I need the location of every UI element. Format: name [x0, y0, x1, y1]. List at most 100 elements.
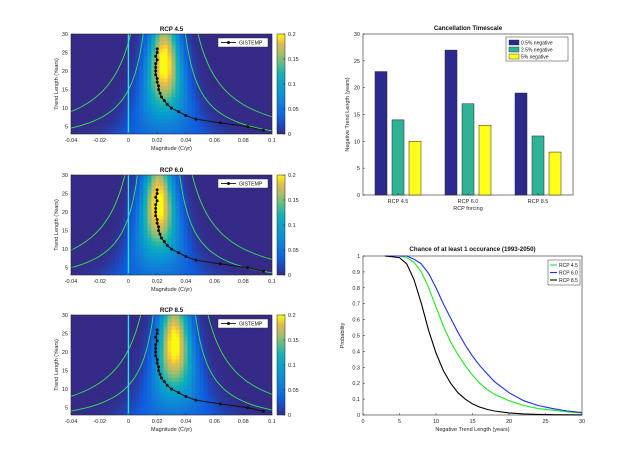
y-tick-label: 5: [65, 266, 68, 272]
gistemp-point: [261, 128, 265, 132]
bar-2-5-negative-rcp-8-5: [531, 135, 545, 196]
y-tick-label: 5: [357, 166, 360, 172]
line-rcp-6-0: [384, 255, 583, 414]
x-tick-label: 0.08: [238, 419, 249, 425]
x-tick-label: 15: [469, 419, 475, 425]
gistemp-point: [162, 240, 166, 244]
y-tick-label: 0.8: [352, 286, 360, 292]
legend-swatch: [508, 39, 520, 46]
legend-label: GISTEMP: [239, 41, 263, 47]
y-tick-label: 0: [357, 413, 360, 419]
y-tick-label: 15: [62, 369, 68, 375]
bar-0-5-negative-rcp-8-5: [514, 92, 528, 196]
heatmap-panel-3: -0.04 -0.02 0 0.02 0.04 0.06 0.08 0.15101520253…: [54, 307, 299, 433]
legend-label: 2.5% negative: [521, 48, 553, 54]
legend-label: RCP 6.0: [559, 271, 578, 277]
colorbar-tick-label: 0.2: [288, 32, 296, 38]
colorbar-tick-label: 0.2: [288, 173, 296, 179]
x-tick-label: 20: [506, 419, 512, 425]
line-rcp-4-5: [384, 255, 583, 414]
gistemp-point: [246, 125, 250, 129]
axes-frame: [362, 255, 583, 416]
y-tick-label: 10: [62, 247, 68, 253]
gistemp-point: [157, 229, 161, 233]
gistemp-point: [154, 195, 158, 199]
y-tick-label: 30: [62, 313, 68, 319]
bar-0-5-negative-rcp-4-5: [374, 71, 388, 196]
gistemp-point: [184, 394, 188, 398]
x-axis-label: RCP forcing: [453, 206, 483, 212]
y-tick-label: 0.1: [352, 397, 360, 403]
axes-frame: [70, 174, 273, 276]
contour-line: [179, 175, 272, 274]
axes-frame: [70, 314, 273, 416]
gistemp-point: [155, 199, 159, 203]
y-tick-label: 0.7: [352, 302, 360, 308]
x-tick-label: 30: [579, 419, 585, 425]
contour-line: [71, 315, 154, 412]
gistemp-point: [154, 69, 158, 73]
y-tick-label: 15: [354, 113, 360, 119]
legend-marker: [227, 41, 230, 44]
y-tick-label: 20: [62, 350, 68, 356]
y-tick-label: 25: [62, 192, 68, 198]
gistemp-point: [170, 247, 173, 251]
y-tick-label: 30: [62, 173, 68, 179]
x-axis-label: Magnitude (C/yr): [151, 287, 192, 293]
line-rcp-8-5: [384, 255, 583, 416]
colorbar-tick-label: 0.1: [288, 82, 296, 88]
gistemp-point: [194, 117, 198, 121]
x-tick-label: 0: [127, 279, 130, 285]
y-tick-label: 1: [357, 254, 360, 260]
gistemp-point: [155, 339, 159, 343]
x-tick-label: -0.02: [93, 279, 106, 285]
y-tick-label: 10: [62, 106, 68, 112]
contour-line: [184, 34, 272, 132]
y-tick-label: 25: [354, 59, 360, 65]
x-tick-label: 0: [127, 138, 130, 144]
bar-2-5-negative-rcp-4-5: [391, 119, 405, 196]
contour-line: [207, 315, 272, 395]
y-tick-label: 0.5: [352, 334, 360, 340]
gistemp-point: [165, 102, 169, 106]
gistemp-point: [157, 369, 161, 373]
x-tick-label: 0.08: [238, 138, 249, 144]
colorbar-tick-label: 0.15: [288, 198, 299, 204]
y-tick-label: 20: [354, 86, 360, 92]
x-tick-label: 0.04: [180, 138, 191, 144]
x-tick-label: 0: [127, 419, 130, 425]
gistemp-point: [165, 383, 169, 387]
gistemp-point: [159, 236, 163, 240]
y-tick-label: 30: [354, 32, 360, 38]
colorbar-tick-label: 0.1: [288, 223, 296, 229]
y-tick-label: 5: [65, 406, 68, 412]
y-tick-label: 5: [65, 125, 68, 131]
legend-label: GISTEMP: [239, 182, 263, 188]
x-tick-label: 0: [361, 419, 364, 425]
bar-5-negative-rcp-8-5: [548, 151, 562, 196]
contour-line: [71, 34, 144, 129]
y-tick-label: 20: [62, 69, 68, 75]
panel-title: Cancellation Timescale: [434, 25, 503, 32]
legend-swatch: [508, 53, 520, 60]
colorbar-tick-label: 0.05: [288, 248, 299, 254]
gistemp-point: [155, 328, 159, 332]
gistemp-point: [184, 113, 188, 117]
gistemp-point: [157, 84, 161, 88]
gistemp-point: [157, 88, 161, 92]
legend-marker: [227, 182, 230, 185]
contour-line: [71, 34, 132, 113]
legend-swatch: [508, 46, 520, 53]
x-tick-label: 0.1: [268, 419, 276, 425]
gistemp-point: [218, 121, 222, 125]
heatmap-field: [71, 315, 272, 415]
gistemp-point: [155, 58, 159, 62]
x-tick-label: RCP 8.5: [528, 199, 549, 205]
gistemp-point: [246, 406, 250, 410]
x-tick-label: 0.04: [180, 419, 191, 425]
gistemp-point: [162, 380, 166, 384]
x-tick-label: -0.02: [93, 419, 106, 425]
gistemp-point: [154, 210, 158, 214]
x-tick-label: 0.1: [268, 138, 276, 144]
